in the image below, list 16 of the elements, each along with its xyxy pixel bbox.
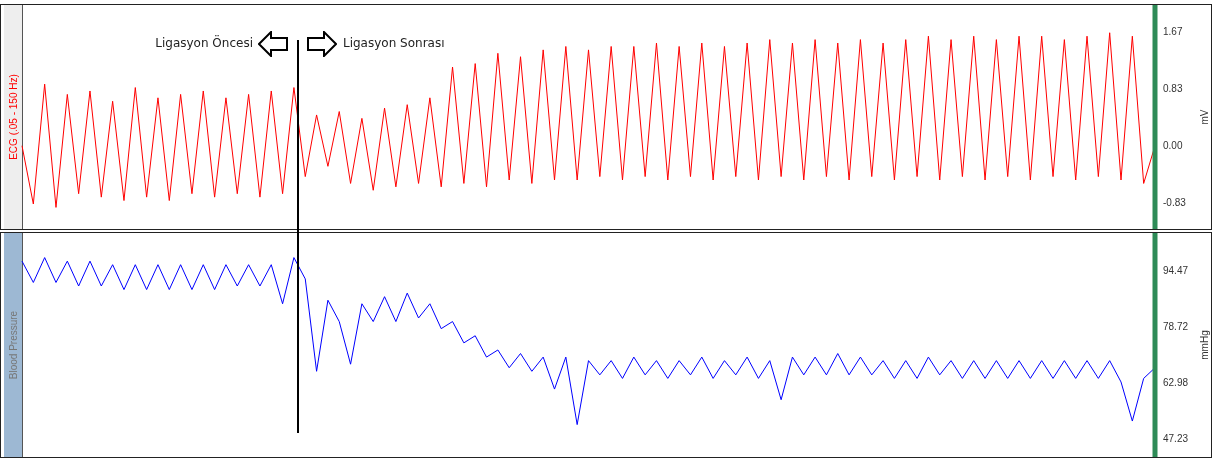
y-tick-label: 47.23 <box>1163 432 1189 444</box>
y-axis-title: mmHg <box>1198 330 1210 360</box>
y-tick-label: 78.72 <box>1163 320 1189 332</box>
y-tick-label: 1.67 <box>1163 25 1183 37</box>
line-series <box>21 257 1156 426</box>
text: ECG (.05 - 150 Hz) <box>7 74 19 160</box>
y-tick-label: 0.00 <box>1163 140 1183 152</box>
y-axis-title: mV <box>1198 109 1210 125</box>
annotation: Ligasyon Öncesi <box>155 36 253 50</box>
y-tick-label: 94.47 <box>1163 264 1189 276</box>
annotation: Ligasyon Sonrası <box>342 36 445 50</box>
y-tick-label: 0.83 <box>1163 83 1183 95</box>
line-series <box>21 32 1156 208</box>
y-tick-label: -0.83 <box>1163 197 1187 209</box>
y-tick-label: 62.98 <box>1163 376 1189 388</box>
text: Blood Pressure <box>7 310 19 380</box>
